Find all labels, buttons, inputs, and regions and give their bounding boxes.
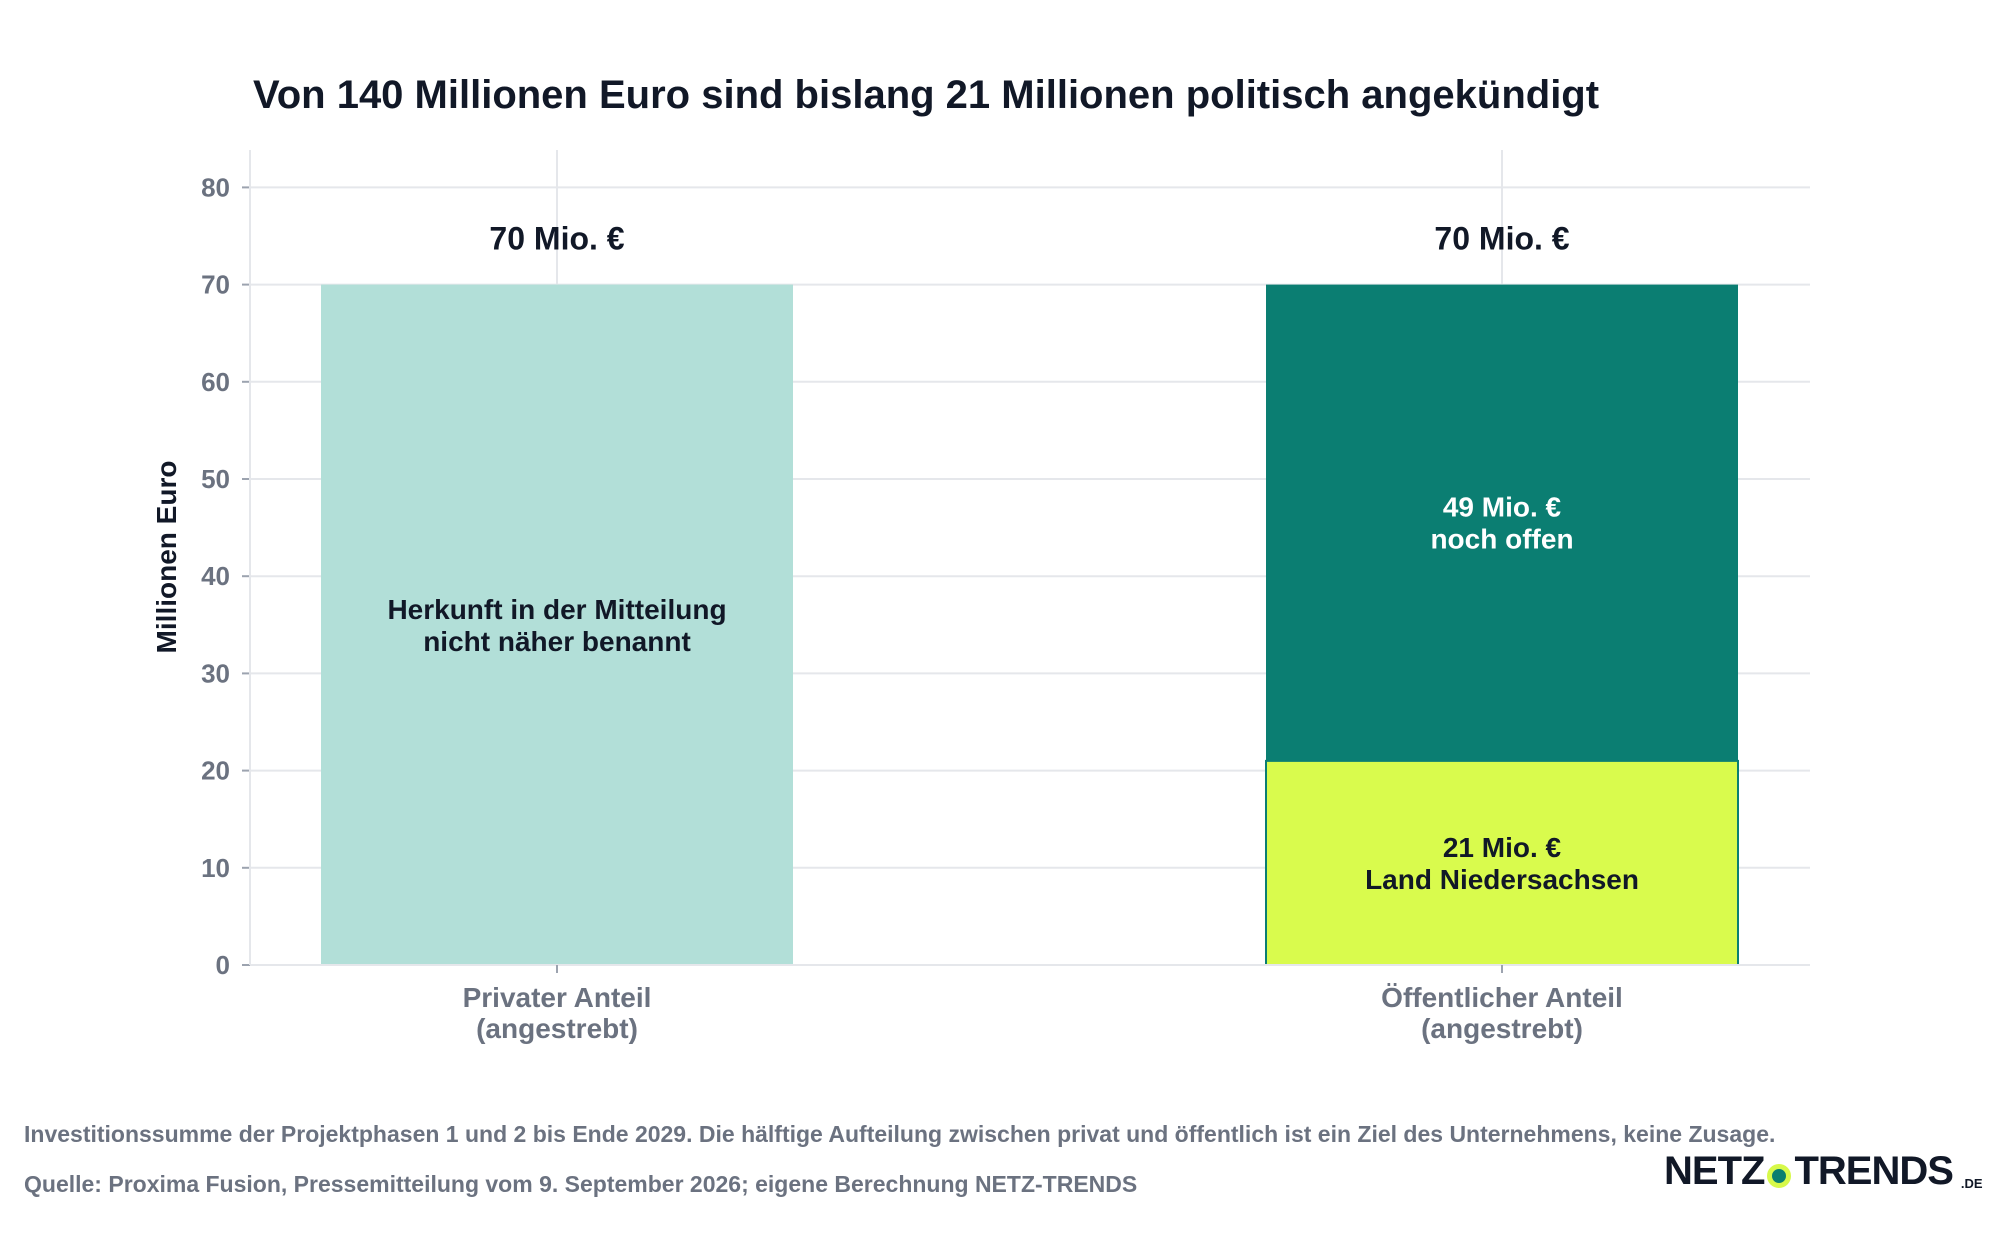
logo-suffix: .DE <box>1960 1176 1983 1191</box>
axes: 0 10 20 30 40 50 60 70 80 <box>201 150 1810 980</box>
source-note: Quelle: Proxima Fusion, Pressemitteilung… <box>24 1171 1138 1197</box>
y-tick-label: 30 <box>201 658 230 688</box>
footnote: Investitionssumme der Projektphasen 1 un… <box>24 1121 1776 1147</box>
total-label: 70 Mio. € <box>489 221 624 257</box>
y-tick-label: 40 <box>201 561 230 591</box>
bar-segment <box>1265 759 1739 966</box>
x-category-label: Öffentlicher Anteil <box>1381 982 1623 1013</box>
segment-label: nicht näher benannt <box>423 626 691 657</box>
segment-label: Herkunft in der Mitteilung <box>387 594 726 625</box>
y-tick-label: 60 <box>201 367 230 397</box>
x-category-label: Privater Anteil <box>463 982 652 1013</box>
netz-trends-logo: NETZ TRENDS .DE <box>1664 1148 1983 1194</box>
y-axis-title: Millionen Euro <box>151 461 182 654</box>
segment-label: Land Niedersachsen <box>1365 864 1639 895</box>
logo-word-left: NETZ <box>1664 1149 1765 1193</box>
segment-label: 21 Mio. € <box>1443 832 1562 863</box>
segment-label: 49 Mio. € <box>1443 492 1562 523</box>
chart-title: Von 140 Millionen Euro sind bislang 21 M… <box>253 73 1599 117</box>
bars <box>321 284 1739 966</box>
logo-dot-icon <box>1767 1164 1792 1188</box>
bar-segment <box>1266 284 1738 761</box>
total-label: 70 Mio. € <box>1434 221 1569 257</box>
y-tick-label: 10 <box>201 853 230 883</box>
x-category-label: (angestrebt) <box>476 1013 638 1044</box>
logo-word-right: TRENDS <box>1794 1149 1953 1193</box>
x-category-label: (angestrebt) <box>1421 1013 1583 1044</box>
y-tick-label: 70 <box>201 270 230 300</box>
y-tick-label: 80 <box>201 172 230 202</box>
bar-segment <box>321 284 793 966</box>
y-tick-label: 50 <box>201 464 230 494</box>
y-tick-label: 20 <box>201 756 230 786</box>
y-tick-label: 0 <box>216 950 230 980</box>
segment-label: noch offen <box>1430 524 1573 555</box>
